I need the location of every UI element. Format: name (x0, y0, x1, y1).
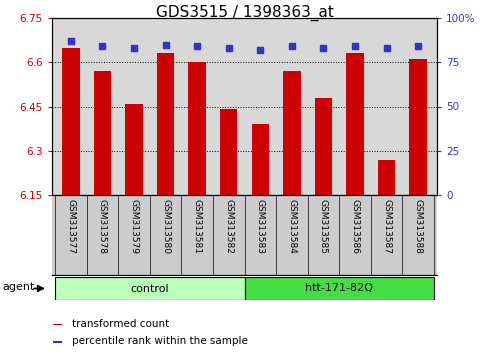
Bar (55, 277, 244, 300)
Bar (244, 277, 434, 300)
Bar (53, 341, 62, 343)
Point (193, 44, 201, 49)
Bar (346, 53, 364, 195)
Bar (94, 71, 111, 195)
Text: GSM313588: GSM313588 (413, 199, 423, 254)
Text: GSM313583: GSM313583 (256, 199, 265, 254)
Point (320, 45, 327, 51)
Bar (220, 109, 238, 195)
Text: GSM313584: GSM313584 (287, 199, 297, 254)
Text: control: control (130, 284, 169, 293)
Text: GSM313581: GSM313581 (193, 199, 202, 254)
Bar (315, 98, 332, 195)
Text: GSM313578: GSM313578 (98, 199, 107, 254)
Point (162, 42, 170, 47)
Bar (188, 62, 206, 195)
Bar (157, 53, 174, 195)
Bar (126, 104, 143, 195)
Point (99, 44, 106, 49)
Point (225, 45, 233, 51)
Text: percentile rank within the sample: percentile rank within the sample (72, 336, 248, 346)
Text: GSM313585: GSM313585 (319, 199, 328, 254)
Text: transformed count: transformed count (72, 319, 170, 329)
Point (383, 45, 390, 51)
Point (256, 47, 264, 53)
Point (288, 44, 296, 49)
Text: GSM313577: GSM313577 (67, 199, 75, 254)
Point (351, 44, 359, 49)
Bar (283, 71, 300, 195)
Text: htt-171-82Q: htt-171-82Q (305, 284, 373, 293)
Text: GSM313586: GSM313586 (351, 199, 359, 254)
Bar (62, 47, 80, 195)
Bar (378, 160, 395, 195)
Point (67, 38, 75, 44)
Text: GSM313582: GSM313582 (224, 199, 233, 254)
Bar (53, 324, 62, 325)
Bar (252, 124, 269, 195)
Text: agent: agent (2, 282, 35, 292)
Point (414, 44, 422, 49)
Text: GSM313580: GSM313580 (161, 199, 170, 254)
Bar (410, 59, 427, 195)
Text: GSM313587: GSM313587 (382, 199, 391, 254)
Text: GSM313579: GSM313579 (129, 199, 139, 254)
Text: GDS3515 / 1398363_at: GDS3515 / 1398363_at (156, 5, 333, 21)
Point (130, 45, 138, 51)
